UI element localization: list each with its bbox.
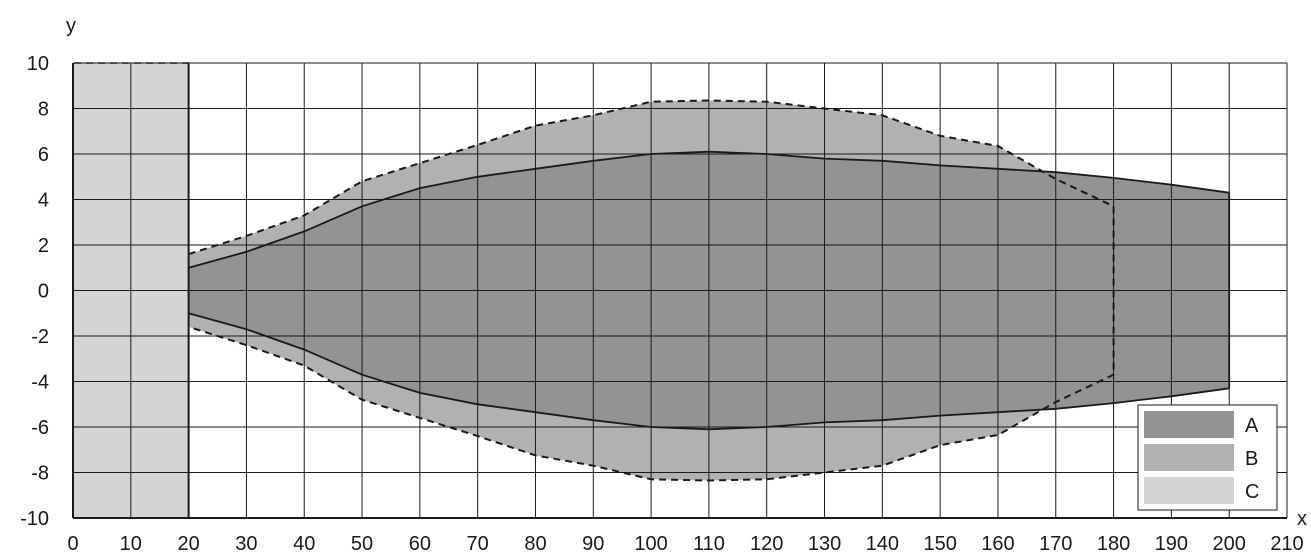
x-tick-label: 140 xyxy=(866,533,899,554)
x-tick-label: 0 xyxy=(67,533,78,554)
legend-swatch-b xyxy=(1144,444,1234,471)
legend: ABC xyxy=(1137,404,1278,511)
x-tick-label: 60 xyxy=(409,533,431,554)
y-axis-label: y xyxy=(66,15,76,37)
legend-label-c: C xyxy=(1245,481,1259,503)
legend-label-a: A xyxy=(1245,415,1259,437)
x-tick-label: 30 xyxy=(235,533,257,554)
y-tick-label: -10 xyxy=(20,508,49,530)
x-tick-label: 160 xyxy=(981,533,1014,554)
legend-label-b: B xyxy=(1245,448,1258,470)
x-tick-label: 170 xyxy=(1039,533,1072,554)
x-tick-label: 150 xyxy=(923,533,956,554)
region-a-upper-outline xyxy=(188,150,1230,269)
x-tick-label: 100 xyxy=(634,533,667,554)
y-tick-label: 10 xyxy=(27,53,49,75)
y-tick-label: 2 xyxy=(38,235,49,257)
y-tick-label: -8 xyxy=(31,463,49,485)
x-tick-label: 40 xyxy=(293,533,315,554)
y-tick-label: 4 xyxy=(38,190,49,212)
region-c-outline xyxy=(72,62,189,518)
x-tick-label: 120 xyxy=(750,533,783,554)
x-tick-label: 90 xyxy=(582,533,604,554)
region-b-outline xyxy=(188,99,1115,482)
x-tick-label: 70 xyxy=(467,533,489,554)
x-tick-label: 10 xyxy=(120,533,142,554)
region-a-lower-outline xyxy=(188,312,1230,431)
y-tick-label: -2 xyxy=(31,326,49,348)
x-tick-label: 50 xyxy=(351,533,373,554)
x-tick-label: 130 xyxy=(808,533,841,554)
y-tick-label: -6 xyxy=(31,417,49,439)
x-tick-label: 110 xyxy=(693,533,725,554)
x-tick-label: 210 xyxy=(1270,533,1303,554)
x-axis-label: x xyxy=(1297,508,1307,530)
y-tick-label: 8 xyxy=(38,99,49,121)
legend-swatch-c xyxy=(1144,477,1234,504)
outlines-layer xyxy=(72,62,1287,519)
x-tick-label: 200 xyxy=(1213,533,1246,554)
x-tick-label: 20 xyxy=(177,533,199,554)
y-tick-label: 6 xyxy=(38,144,49,166)
y-tick-label: 0 xyxy=(38,281,49,303)
tick-labels-layer: 0 10 20 30 40 50 60 70 80 90 100 110 120 130 140 150 160… xyxy=(20,53,1304,554)
legend-swatch-a xyxy=(1144,411,1234,438)
x-tick-label: 190 xyxy=(1155,533,1188,554)
y-tick-label: -4 xyxy=(31,372,49,394)
x-tick-label: 180 xyxy=(1097,533,1130,554)
x-tick-label: 80 xyxy=(524,533,546,554)
